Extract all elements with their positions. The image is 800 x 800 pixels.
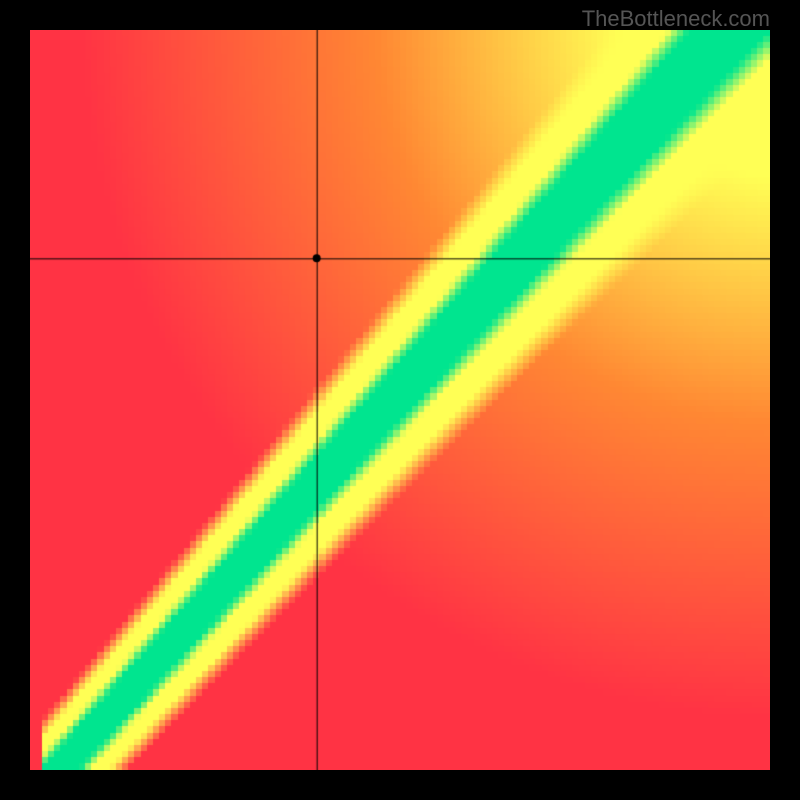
- chart-container: TheBottleneck.com: [0, 0, 800, 800]
- watermark-text: TheBottleneck.com: [582, 6, 770, 32]
- bottleneck-heatmap: [30, 30, 770, 770]
